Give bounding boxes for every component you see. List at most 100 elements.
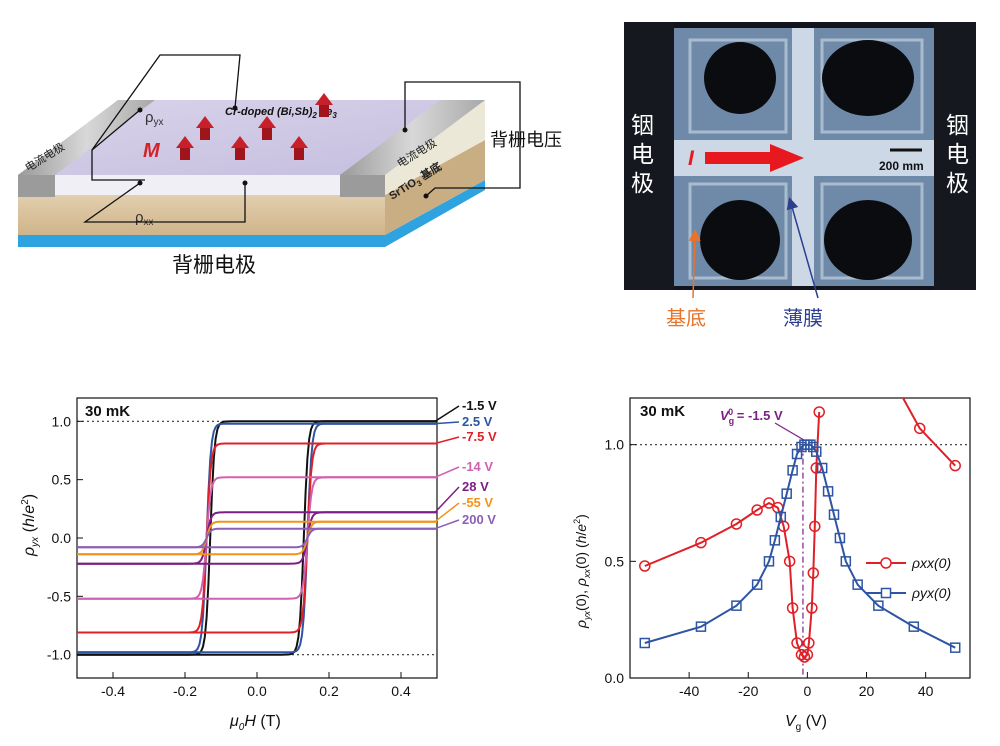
gate-point-rhoyx-20 [834,532,846,544]
gate-legend-marker-2 [880,587,892,599]
substrate-caption: 基底 [666,307,706,330]
arrow-up-4 [258,116,276,140]
gate-line-rhoxx-right [901,398,956,467]
gate-line-rhoyx [644,443,956,649]
arrow-up-1 [176,136,194,160]
current-arrow [705,144,804,172]
gate-point-rhoxx-12 [798,651,811,663]
wiring [82,54,521,223]
gate-point-rhoyx-16 [811,446,822,457]
gate-point-rhoxx-14 [803,637,815,649]
gate-xlabel: Vg (V) [785,713,827,733]
hysteresis-x-tick-label: -0.4 [101,683,125,699]
scale-bar-label: 200 mm [879,159,924,173]
hysteresis-x-tick-label: 0.0 [247,683,267,699]
gate-point-rhoxx-17 [809,520,821,533]
gate-y-tick-label: 0.5 [605,553,625,569]
right-electrode-char-2: 电 [946,141,969,167]
gate-point-rhoxx-right-3 [949,459,961,472]
gate-annotation-pointer [774,422,806,442]
left-electrode-char-1: 铟 [631,112,654,138]
hysteresis-y-tick-label: 1.0 [52,413,72,429]
gate-point-rhoxx-3 [730,518,743,530]
gate-point-rhoxx-5 [763,497,775,509]
arrow-up-2 [196,116,214,140]
gate-point-rhoxx-10 [791,637,803,649]
gate-point-rhoxx-15 [806,602,818,614]
rho-yx-label: ρyx [145,109,164,128]
cross-vertical [792,28,814,286]
hysteresis-legend-leader-7 [434,519,460,530]
hysteresis-curve-down-7 [77,527,437,549]
hysteresis-curve-down-1 [77,420,437,656]
gate-point-rhoxx-2 [695,536,707,549]
gate-point-rhoxx-right-1 [885,370,895,380]
gate-legend: ρxx(0) ρyx(0) [866,555,951,601]
current-electrode-right [340,100,485,175]
hysteresis-curve-down-6 [77,520,437,556]
right-electrode-char-3: 极 [946,170,969,196]
hysteresis-legend-label-2: 2.5 V [462,414,493,429]
film-caption: 薄膜 [783,307,823,330]
gate-point-rhoyx-4 [751,579,763,590]
gate-point-rhoxx-9 [786,602,799,614]
hysteresis-curve-down-2 [77,422,437,654]
indium-electrode-right [934,22,976,290]
gate-point-rhoyx-23 [873,600,884,611]
hysteresis-curves [77,420,437,656]
indium-electrode-left [624,22,674,290]
arrow-up-5 [290,136,308,160]
hysteresis-curve-down-3 [77,442,437,634]
gate-y-tick-label: 0.0 [605,670,625,686]
hysteresis-legend: -1.5 V2.5 V-7.5 V -14 V 28 V-55 V 200 V [434,398,497,530]
hysteresis-legend-leader-2 [434,421,460,425]
left-electrode-label: 铟 电 极 [631,112,654,196]
gate-point-rhoyx-7 [775,511,787,523]
hysteresis-x-tick-label: -0.2 [173,683,197,699]
back-gate-voltage-label: 背栅电压 [490,130,562,150]
film-pointer [786,197,819,299]
hysteresis-legend-label-6: -55 V [462,495,493,510]
hysteresis-title: 30 mK [85,403,130,420]
hysteresis-legend-label-1: -1.5 V [462,398,497,413]
electrode-right-front [340,175,385,197]
gate-annotation: Vg0 = -1.5 V [720,407,783,426]
film-side [385,100,485,195]
gate-point-rhoxx-16 [807,567,820,579]
substrate-front [18,195,385,235]
back-gate-electrode-label: 背栅电极 [172,254,256,277]
hysteresis-curve-down-5 [77,511,437,565]
gate-point-rhoxx-13 [801,648,814,661]
contact-dots [137,105,429,199]
gate-point-rhoxx-right-2 [913,422,926,435]
magnetization-label: M [143,140,161,162]
gate-point-rhoyx-8 [781,488,792,499]
gate-point-rhoyx-2 [695,621,707,632]
gate-y-ticks: 0.0 0.5 1.0 [605,437,636,686]
gate-chart: -40 -20 0 20 40 0.0 0.5 1.0 ρxx(0) ρyx(0) 30 mK… [572,370,971,733]
gate-legend-marker-1 [880,557,892,569]
hysteresis-plot-area [76,397,438,679]
arrow-up-3 [231,136,249,160]
hysteresis-x-tick-label: 0.4 [391,683,411,699]
hysteresis-x-tick-label: 0.2 [319,683,339,699]
hysteresis-legend-leader-3 [434,436,460,445]
hysteresis-y-tick-label: 0.5 [52,472,72,488]
hysteresis-xlabel: μ0H (T) [229,713,281,733]
gate-point-rhoyx-14 [805,439,816,450]
hysteresis-legend-leader-4 [434,466,460,479]
gate-ylabel: ρyx(0), ρxx(0) (h/e2) [572,514,592,629]
hysteresis-chart: -0.4 -0.2 0.0 0.2 0.4 -1.0 -0.5 0.0 0.5 1.0 -1.5… [20,397,497,733]
gate-line-rhoxx [644,411,821,659]
gate-point-rhoxx-1 [639,560,651,572]
hysteresis-curve-down-4 [77,476,437,600]
gate-point-rhoyx-24 [908,621,920,632]
hysteresis-x-ticks: -0.4 -0.2 0.0 0.2 0.4 [101,672,411,699]
gate-x-tick-label: 40 [918,683,934,699]
hysteresis-legend-leader-5 [434,486,460,513]
gate-y-tick-label: 1.0 [605,437,625,453]
gate-title: 30 mK [640,403,685,420]
electrode-left-front [18,175,55,197]
device-schematic: 电流电极 电流电极 SrTiO3 基底 Cr-doped (Bi,Sb)2 Te… [18,54,562,277]
